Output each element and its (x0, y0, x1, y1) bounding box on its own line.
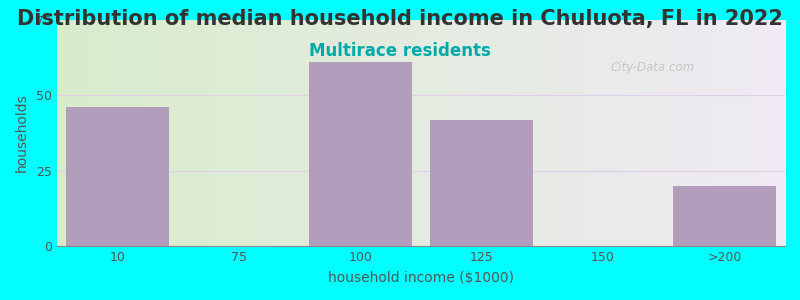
Text: Multirace residents: Multirace residents (309, 42, 491, 60)
X-axis label: household income ($1000): household income ($1000) (328, 271, 514, 285)
Bar (673, 186, 776, 246)
Text: Distribution of median household income in Chuluota, FL in 2022: Distribution of median household income … (17, 9, 783, 29)
Bar (309, 62, 412, 246)
Y-axis label: households: households (15, 94, 29, 172)
Text: City-Data.com: City-Data.com (610, 61, 694, 74)
Bar (430, 119, 533, 246)
Bar (66, 107, 169, 246)
